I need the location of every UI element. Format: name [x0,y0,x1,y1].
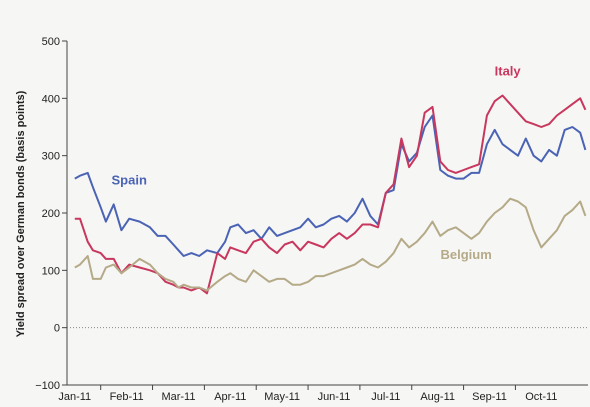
y-tick-label: 500 [42,36,60,48]
y-tick-label: 300 [42,151,60,163]
y-tick-label: 200 [42,208,60,220]
series-label-belgium: Belgium [441,247,492,262]
x-tick-label: Oct-11 [525,391,557,403]
y-axis-label: Yield spread over German bonds (basis po… [15,90,27,337]
series-line-belgium [74,197,587,292]
x-tick-label: May-11 [264,391,300,403]
x-tick-label: Jan-11 [58,391,91,403]
series-line-italy [74,94,587,295]
y-tick-label: −100 [35,380,60,392]
y-tick-label: 400 [42,93,60,105]
series-line-spain [74,114,587,257]
y-tick-label: 0 [54,323,60,335]
x-tick-label: Aug-11 [420,391,455,403]
series-label-italy: Italy [495,63,522,78]
x-tick-label: Feb-11 [110,391,144,403]
x-tick-label: Jun-11 [318,391,351,403]
y-tick-label: 100 [42,265,60,277]
x-tick-label: Apr-11 [214,391,246,403]
plot-area: −100 0 100 200 300 400 500 Jan-11 Feb-11 Mar-11 Ap… [35,36,588,403]
series-label-spain: Spain [112,172,147,187]
x-tick-label: Sep-11 [472,391,507,403]
x-tick-label: Mar-11 [161,391,195,403]
x-tick-label: Jul-11 [371,391,400,403]
